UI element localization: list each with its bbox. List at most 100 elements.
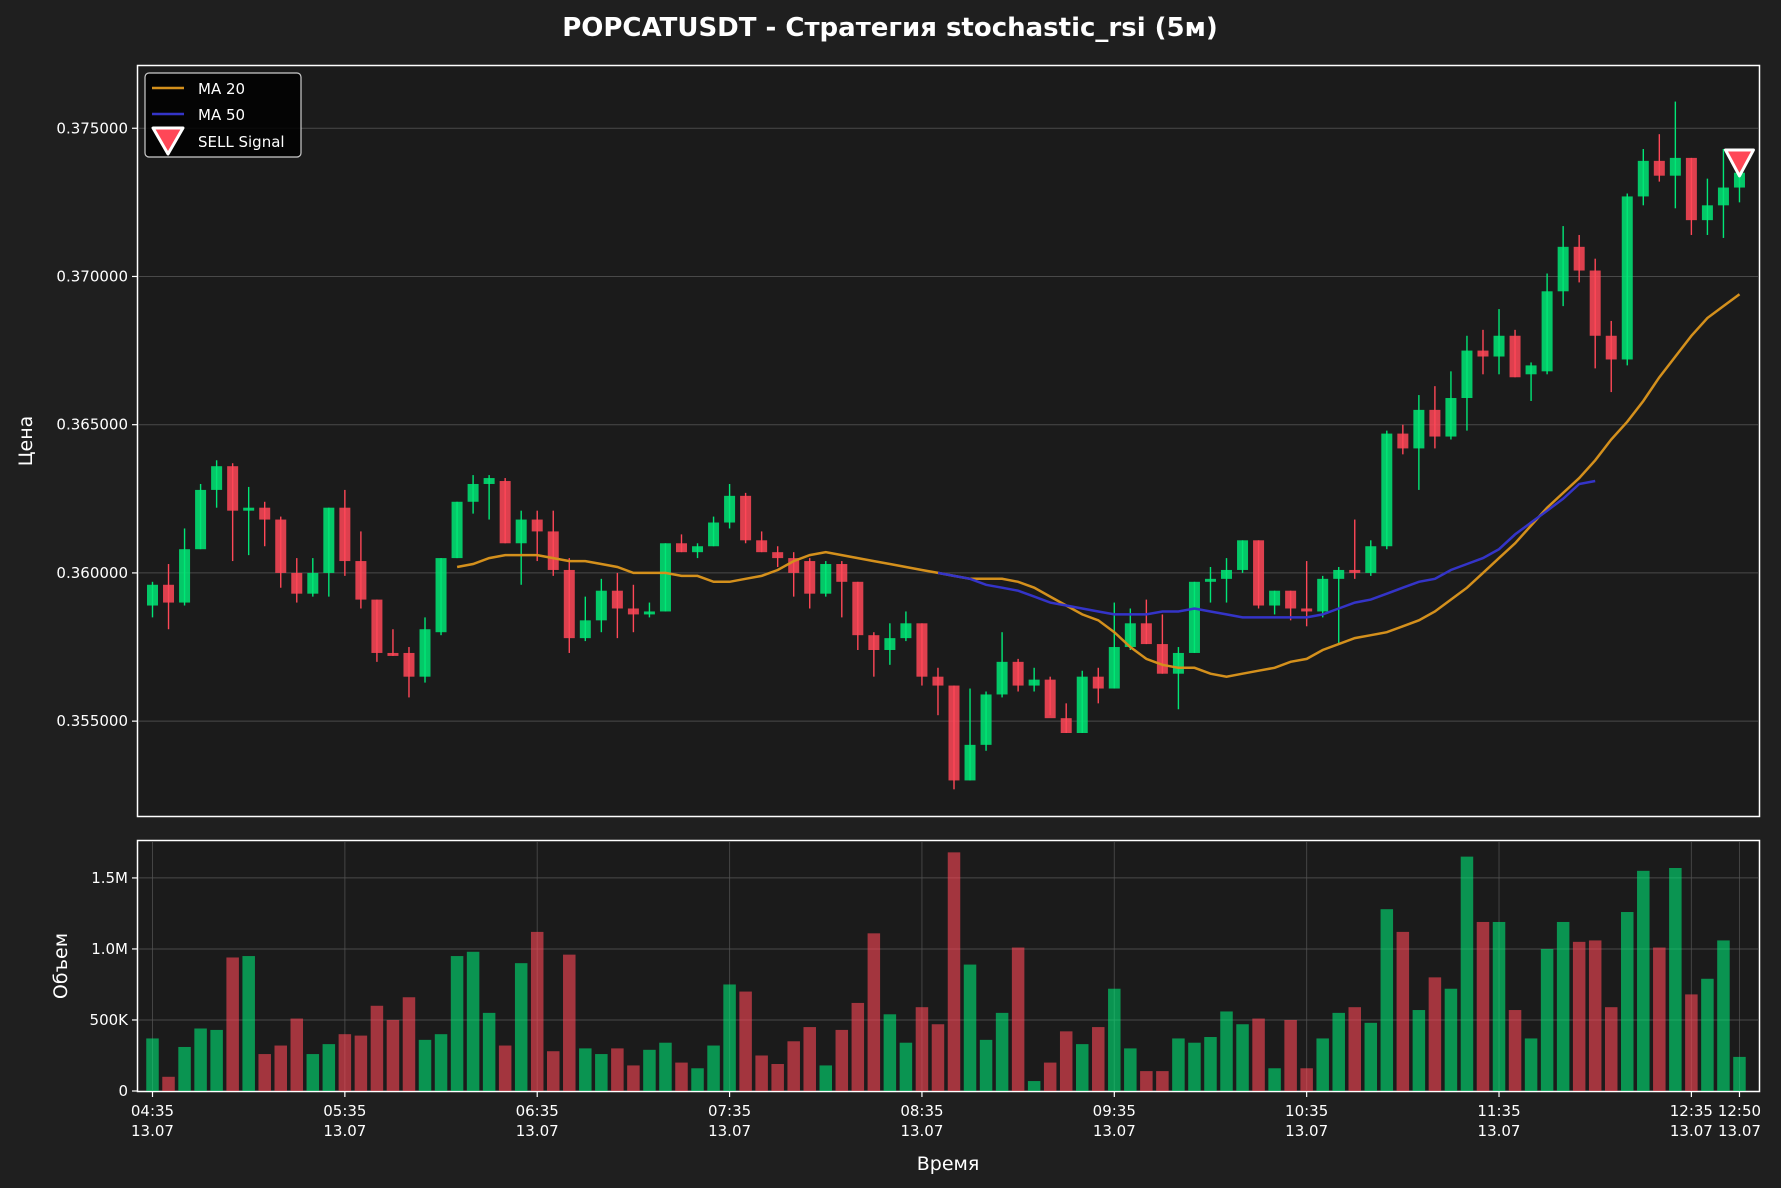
volume-bar [1380, 909, 1394, 1091]
candle-body [1445, 398, 1457, 437]
sell-signal-marker [1723, 148, 1755, 178]
candle-body [980, 694, 992, 745]
volume-bar [691, 1068, 704, 1091]
candle-body [1621, 196, 1633, 360]
candle-body [227, 466, 239, 511]
candle [515, 510, 527, 585]
candle-body [243, 507, 255, 511]
candle [740, 492, 752, 544]
candle [1461, 335, 1473, 431]
volume-bar [1348, 1007, 1361, 1091]
volume-bar [418, 1039, 432, 1091]
volume-bar [1027, 1081, 1041, 1091]
volume-bar [1412, 1010, 1426, 1091]
volume-bar [258, 1054, 271, 1091]
candle-body [1108, 647, 1120, 689]
candle-body [1124, 623, 1136, 648]
price-grid [138, 127, 1759, 722]
candle-body [1589, 270, 1601, 336]
candle-body [163, 584, 175, 603]
candle-body [1253, 540, 1265, 606]
candle [243, 486, 255, 556]
candle-body [1060, 718, 1072, 733]
candle [948, 685, 960, 790]
candle-body [291, 572, 303, 594]
candle-body [916, 623, 928, 677]
volume-bar [1220, 1011, 1233, 1091]
candle [627, 584, 639, 633]
candle [1397, 424, 1409, 455]
legend-box [144, 72, 302, 158]
candle [195, 483, 207, 550]
candle [1028, 667, 1040, 692]
volume-bar [1492, 921, 1506, 1091]
x-tick-time: 05:35 [323, 1102, 366, 1120]
candle [611, 572, 623, 639]
candle [1509, 329, 1521, 378]
candle [1188, 581, 1200, 653]
candle [1493, 309, 1505, 375]
x-tick-time: 07:35 [708, 1102, 751, 1120]
candle [371, 599, 383, 662]
candle [996, 632, 1008, 698]
candle [291, 558, 303, 603]
candle-body [451, 501, 463, 559]
candle-body [547, 531, 559, 570]
candle-body [1349, 569, 1361, 573]
volume-bar [979, 1039, 993, 1091]
candle [179, 528, 191, 606]
candle-body [1573, 246, 1585, 271]
candle [1301, 561, 1313, 627]
x-tick-date: 13.07 [323, 1122, 366, 1140]
candle [467, 475, 479, 514]
candle-body [339, 507, 351, 562]
volume-bar [1204, 1037, 1217, 1091]
candle-body [563, 569, 575, 639]
candle-body [900, 623, 912, 639]
candle-body [788, 558, 800, 573]
candle [1669, 101, 1681, 209]
volume-bar [755, 1055, 768, 1091]
candle-body [820, 564, 832, 594]
candle-body [1365, 546, 1377, 573]
candle-body [643, 611, 655, 615]
candle-body [659, 543, 671, 612]
candle [1573, 234, 1585, 283]
volume-bar [1156, 1071, 1169, 1091]
volume-bar [563, 954, 576, 1091]
candle [1717, 149, 1729, 238]
volume-bar [194, 1028, 207, 1091]
candle-body [740, 495, 752, 541]
candle [932, 667, 944, 716]
volume-bar [162, 1076, 175, 1091]
candle-body [1477, 350, 1489, 357]
volume-bar [354, 1035, 368, 1091]
candle [1172, 647, 1184, 710]
candle [916, 623, 928, 686]
candle [1685, 157, 1697, 235]
volume-bar [787, 1041, 800, 1091]
candle-body [708, 522, 720, 547]
candle [163, 564, 175, 630]
volume-bar [1540, 948, 1554, 1091]
candle [1477, 329, 1489, 375]
candle-body [531, 519, 543, 532]
candle-body [275, 519, 287, 573]
legend-ma50-label: MA 50 [198, 106, 245, 124]
candle-body [1461, 350, 1473, 399]
candle [1221, 558, 1233, 603]
volume-bar [466, 951, 480, 1091]
candle-body [515, 519, 527, 544]
volume-bars [146, 852, 1746, 1091]
candle [1140, 599, 1152, 645]
volume-bar [1556, 921, 1570, 1091]
volume-bar [931, 1024, 945, 1091]
candle-body [387, 652, 399, 656]
candle-body [1413, 409, 1425, 449]
x-tick-time: 04:35 [131, 1102, 174, 1120]
volume-bar [1316, 1038, 1329, 1091]
price-tick-label: 0.360000 [56, 564, 128, 582]
candle-body [1541, 291, 1553, 372]
volume-bar [1637, 870, 1650, 1091]
